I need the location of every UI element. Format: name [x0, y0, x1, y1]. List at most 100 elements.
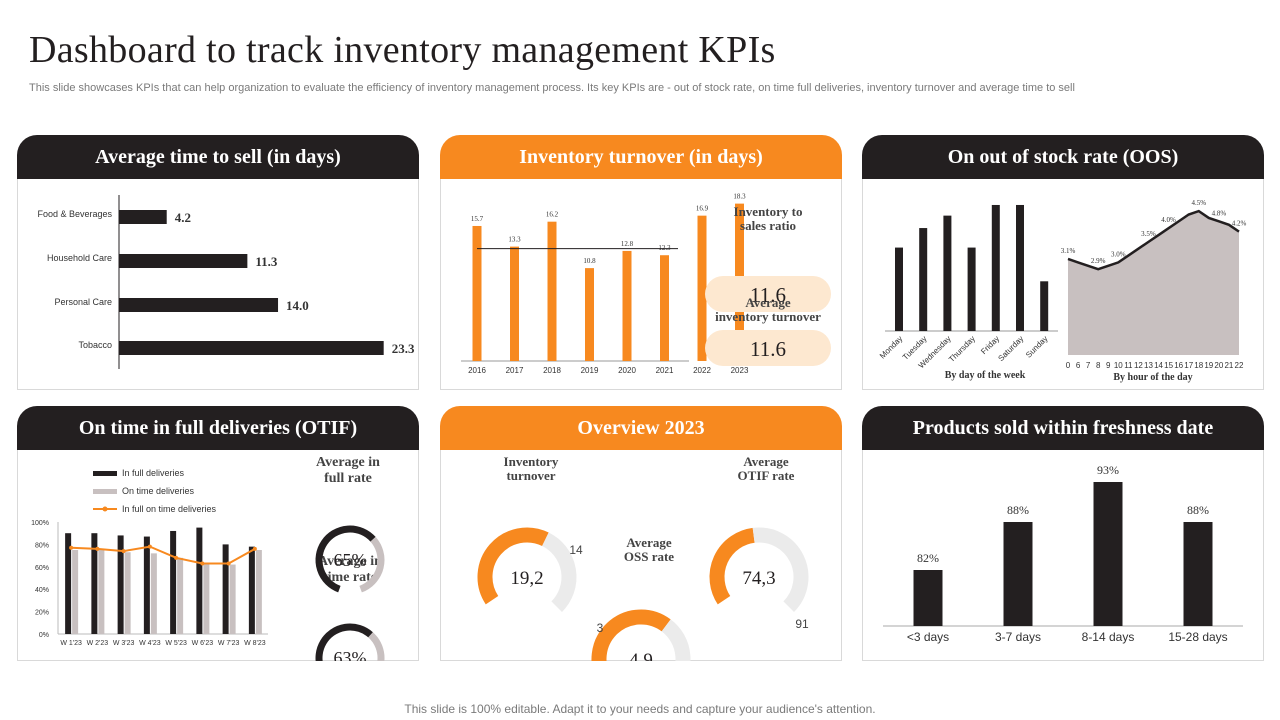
panel-body: Food & Beverages 4.2 Household Care 11.3 Per…: [17, 179, 419, 390]
point-label: 3.0%: [1111, 250, 1126, 258]
day-label: Friday: [979, 334, 1001, 356]
legend-label: In full on time deliveries: [122, 504, 217, 514]
value-label: 16.9: [696, 205, 709, 213]
y-tick: 0%: [39, 632, 49, 639]
value-label: 18.3: [733, 193, 746, 201]
gauge-side-value: 91: [795, 617, 809, 631]
gauge-label: OSS rate: [624, 549, 674, 564]
avg-time-chart: Food & Beverages 4.2 Household Care 11.3 Per…: [37, 195, 415, 369]
otif-chart: 0% 20% 40% 60% 80% 100% W 1'23 W 2'23 W 3'23 W 4'…: [31, 468, 268, 647]
panel-body: Monday Tuesday Wednesday Thursday Friday Satu…: [862, 179, 1264, 390]
week-label: W 1'23: [60, 640, 82, 647]
year-label: 2022: [693, 366, 711, 375]
avg-turnover-pill: [705, 330, 831, 366]
gauge-remaining-arc: [661, 619, 691, 661]
legend-label: On time deliveries: [122, 486, 195, 496]
panel-body: 0% 20% 40% 60% 80% 100% W 1'23 W 2'23 W 3'23 W 4'…: [17, 450, 419, 661]
line-point: [226, 561, 231, 566]
gauge-side-value: 14: [569, 543, 583, 557]
bar: [585, 268, 594, 361]
week-label: W 6'23: [192, 640, 214, 647]
full-rate-label: full rate: [324, 471, 372, 486]
point-label: 4.5%: [1191, 199, 1206, 207]
value-label: 14.0: [286, 298, 309, 313]
value-label: 11.3: [255, 254, 278, 269]
legend-swatch: [93, 489, 117, 494]
bar: [919, 228, 928, 331]
bar: [143, 536, 150, 634]
gauge-value: 19,2: [510, 568, 543, 589]
bar: [1016, 204, 1024, 331]
category-label: Food & Beverages: [37, 209, 112, 219]
bar: [697, 215, 707, 361]
hour-label: 10: [1114, 361, 1123, 370]
bar: [91, 533, 98, 634]
value-label: 13.3: [508, 236, 521, 244]
bar: [72, 550, 79, 634]
bar: [1040, 281, 1049, 331]
gauge-value: 74,3: [742, 568, 775, 589]
category-label: 3-7 days: [995, 630, 1041, 644]
hour-label: 17: [1184, 361, 1193, 370]
gauge-value-arc: [591, 609, 671, 661]
bar: [660, 255, 669, 361]
category-label: Tobacco: [78, 340, 112, 350]
hour-label: 21: [1224, 361, 1233, 370]
bar: [991, 204, 1000, 331]
week-label: W 3'23: [113, 640, 135, 647]
year-label: 2020: [618, 366, 636, 375]
area-fill: [1068, 211, 1239, 355]
year-label: 2016: [468, 366, 486, 375]
ratio-label: sales ratio: [740, 218, 796, 233]
gauge-label: Average: [743, 454, 788, 469]
area-line: [1067, 209, 1240, 271]
value-label: 93%: [1097, 463, 1119, 477]
point-label: 4.8%: [1212, 209, 1227, 217]
full-rate-value: 65%: [334, 550, 367, 570]
y-tick: 60%: [35, 565, 49, 572]
bar: [222, 544, 229, 634]
otif-donuts: Average in full rate Average in time rat…: [315, 455, 385, 661]
value-label: 23.3: [392, 341, 415, 356]
line-series: [71, 545, 256, 565]
hour-label: 0: [1066, 361, 1071, 370]
bar: [229, 564, 236, 634]
point-label: 3.5%: [1141, 230, 1156, 238]
panel-avg-time-to-sell: Average time to sell (in days) Food & Be…: [17, 135, 419, 390]
hour-label: 13: [1144, 361, 1153, 370]
hour-label: 9: [1106, 361, 1111, 370]
line-point: [252, 546, 257, 551]
x-axis-title: By day of the week: [945, 370, 1026, 381]
bar: [1093, 482, 1123, 626]
value-label: 88%: [1007, 503, 1029, 517]
donut-remaining-arc: [368, 632, 385, 661]
bar: [119, 298, 279, 312]
category-label: 15-28 days: [1168, 630, 1227, 644]
bar: [1003, 522, 1033, 626]
y-tick: 20%: [35, 610, 49, 617]
point-label: 4.2%: [1232, 220, 1247, 228]
turnover-kpis: Inventory to sales ratio 11.6 Average in…: [705, 204, 831, 366]
avg-turnover-label: Average: [745, 295, 790, 310]
bar: [196, 527, 203, 634]
hour-label: 16: [1174, 361, 1183, 370]
year-label: 2018: [543, 366, 561, 375]
footer-note: This slide is 100% editable. Adapt it to…: [404, 702, 876, 716]
panel-title: Average time to sell (in days): [17, 135, 419, 179]
ratio-value: 11.6: [750, 283, 786, 307]
panel-otif: On time in full deliveries (OTIF) 0% 20% 4…: [17, 406, 419, 661]
gauge-remaining-arc: [752, 527, 809, 612]
bar: [203, 563, 210, 634]
value-label: 16.2: [546, 211, 559, 219]
bar: [248, 546, 255, 634]
gauge-label: OTIF rate: [738, 468, 795, 483]
hour-label: 8: [1096, 361, 1101, 370]
line-point: [147, 544, 152, 549]
line-point: [121, 549, 126, 554]
bar: [170, 530, 177, 634]
gauge-value-arc: [709, 527, 755, 605]
panel-overview-2023: Overview 2023 Inventory turnover Average…: [440, 406, 842, 661]
week-label: W 7'23: [218, 640, 240, 647]
week-label: W 2'23: [87, 640, 109, 647]
